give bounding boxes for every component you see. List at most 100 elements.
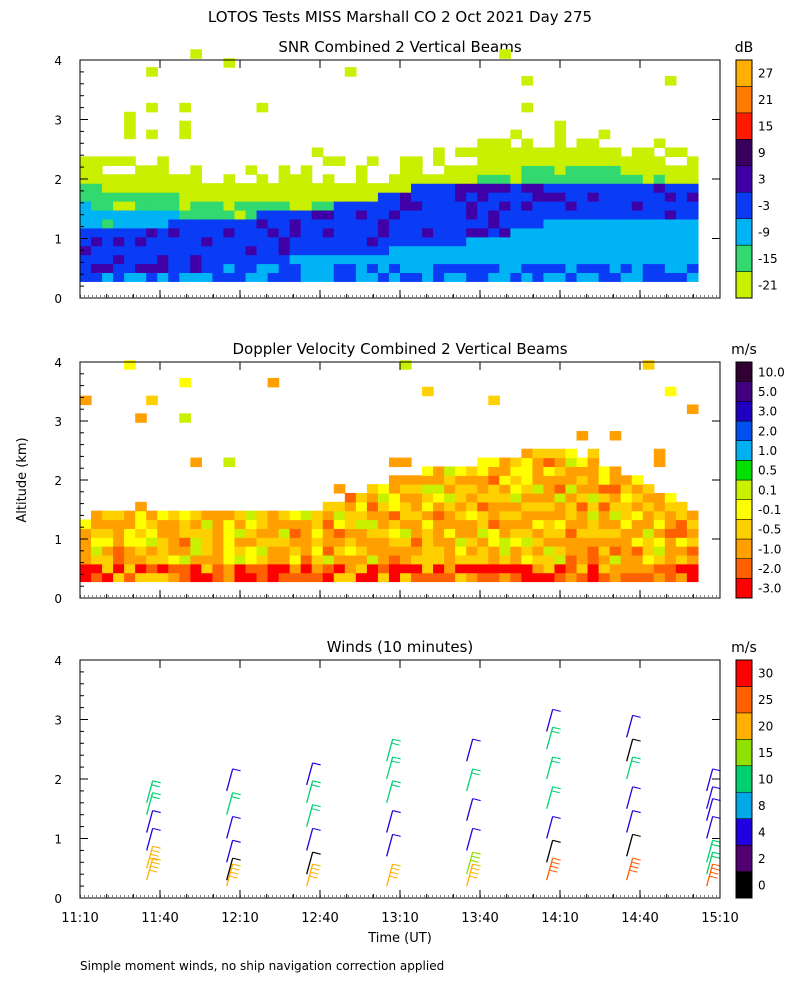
colorbar-label: 27 <box>758 67 773 81</box>
doppler-cell <box>201 510 214 521</box>
snr-cell <box>675 192 688 202</box>
doppler-cell <box>620 501 633 512</box>
doppler-cell <box>554 537 567 547</box>
snr-cell <box>223 201 236 211</box>
snr-cell <box>433 174 445 184</box>
snr-cell <box>466 209 478 220</box>
doppler-cell <box>267 528 280 538</box>
doppler-cell <box>543 501 556 512</box>
doppler-cell <box>521 546 534 556</box>
doppler-cell <box>532 466 545 476</box>
snr-cell <box>179 201 191 211</box>
snr-cell <box>333 218 346 229</box>
snr-cell <box>620 227 633 238</box>
doppler-cell <box>278 510 291 521</box>
colorbar-swatch <box>735 420 753 441</box>
doppler-cell <box>422 501 434 512</box>
snr-cell <box>124 192 136 202</box>
snr-cell <box>532 183 545 193</box>
doppler-cell <box>499 510 511 521</box>
snr-cell <box>664 227 677 238</box>
doppler-cell <box>686 563 699 574</box>
doppler-cell <box>234 572 247 583</box>
doppler-cell <box>355 528 368 538</box>
doppler-cell <box>620 484 633 494</box>
wind-barb-flag <box>392 833 401 837</box>
doppler-cell <box>333 563 346 574</box>
snr-cell <box>598 129 611 140</box>
doppler-cell <box>267 554 280 565</box>
snr-cell <box>256 227 269 238</box>
snr-cell <box>400 272 412 282</box>
wind-barb-flag <box>632 786 641 790</box>
snr-cell <box>113 174 125 184</box>
snr-cell <box>201 218 214 229</box>
snr-cell <box>355 227 368 238</box>
wind-barb-flag <box>392 738 401 742</box>
snr-cell <box>300 263 313 274</box>
snr-cell <box>146 174 158 184</box>
snr-cell <box>300 245 313 256</box>
snr-cell <box>411 272 423 282</box>
snr-cell <box>157 165 169 175</box>
doppler-cell <box>532 475 545 485</box>
snr-cell <box>344 263 357 274</box>
snr-cell <box>179 245 191 256</box>
snr-cell <box>609 263 622 274</box>
doppler-cell <box>675 554 688 565</box>
doppler-cell <box>686 554 699 565</box>
snr-cell <box>366 245 379 256</box>
doppler-cell <box>686 528 699 538</box>
doppler-cell <box>477 501 489 512</box>
doppler-cell <box>168 537 180 547</box>
snr-cell <box>653 156 666 166</box>
doppler-cell <box>355 501 368 512</box>
snr-cell <box>521 272 534 282</box>
snr-cell <box>234 236 247 247</box>
snr-cell <box>201 192 214 202</box>
doppler-cell <box>488 546 500 556</box>
figure-title: LOTOS Tests MISS Marshall CO 2 Oct 2021 … <box>208 8 592 26</box>
snr-cell <box>400 174 412 184</box>
doppler-cell <box>245 554 258 565</box>
wind-barb-flag <box>550 865 559 869</box>
snr-cell <box>444 165 456 175</box>
colorbar-label: 25 <box>758 693 773 707</box>
doppler-cell <box>377 528 390 538</box>
snr-cell <box>620 218 633 229</box>
snr-cell <box>102 263 114 274</box>
doppler-cell <box>455 554 467 565</box>
wind-barb-flag <box>631 760 640 764</box>
doppler-cell <box>422 510 434 521</box>
snr-cell <box>576 254 589 265</box>
snr-cell <box>355 263 368 274</box>
snr-cell <box>366 192 379 202</box>
colorbar-label: 1.0 <box>758 444 777 458</box>
wind-barb-flag <box>232 839 241 843</box>
snr-cell <box>344 209 357 220</box>
doppler-cell <box>521 448 534 459</box>
doppler-cell <box>653 563 666 574</box>
wind-barb-flag <box>551 730 560 734</box>
snr-cell <box>146 236 158 247</box>
snr-cell <box>620 245 633 256</box>
snr-cell <box>686 183 699 193</box>
wind-barb-staff <box>706 852 714 875</box>
colorbar-swatch <box>735 381 753 402</box>
doppler-cell <box>212 519 225 529</box>
doppler-cell <box>146 554 158 565</box>
snr-cell <box>322 236 335 247</box>
snr-cell <box>223 263 236 274</box>
snr-cell <box>388 174 401 184</box>
wind-barb-staff <box>306 863 314 887</box>
snr-cell <box>102 174 114 184</box>
doppler-cell <box>366 563 379 574</box>
doppler-cell <box>554 475 567 485</box>
snr-cell <box>620 183 633 193</box>
snr-cell <box>488 218 500 229</box>
doppler-cell <box>521 563 534 574</box>
snr-cell <box>675 236 688 247</box>
y-tick-label: 3 <box>54 114 62 128</box>
doppler-cell <box>565 484 578 494</box>
doppler-cell <box>477 475 489 485</box>
